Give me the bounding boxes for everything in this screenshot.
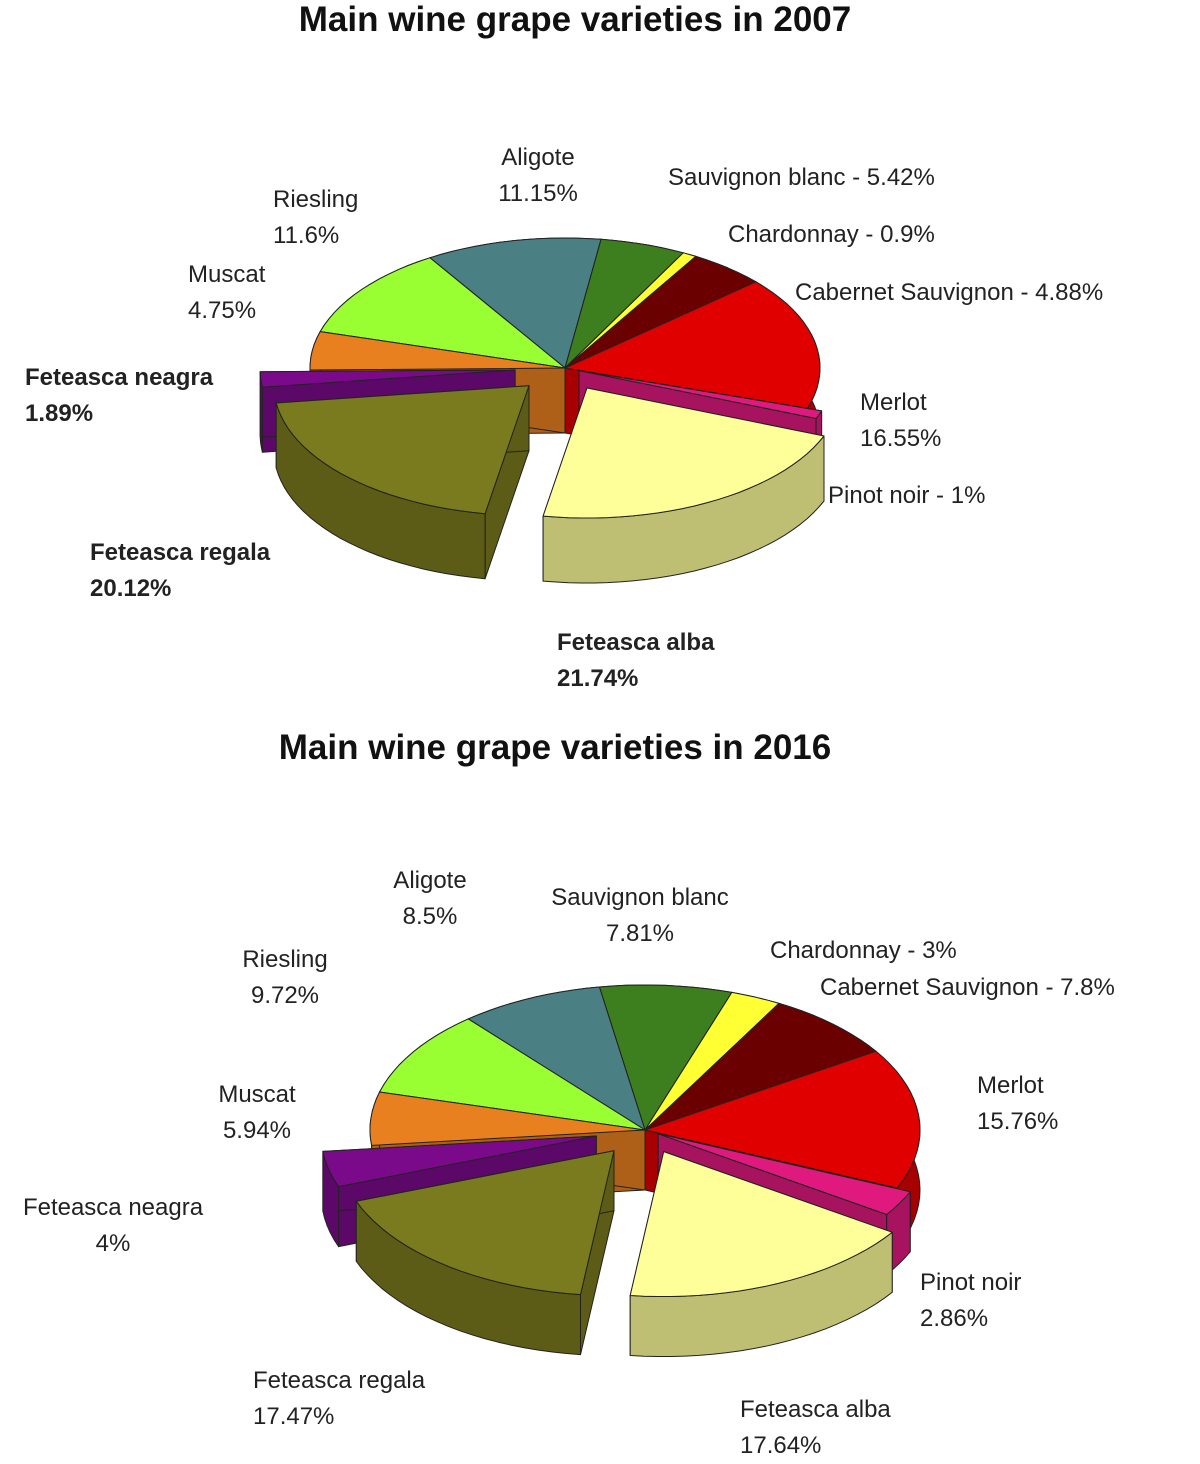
slice-top	[542, 387, 825, 519]
slice-top	[429, 237, 602, 369]
data-label: Cabernet Sauvignon - 4.88%	[795, 279, 1104, 306]
data-label: Aligote 8.5%	[393, 867, 467, 930]
pie-slice	[275, 385, 530, 580]
slice-top	[467, 986, 646, 1131]
data-label: Sauvignon blanc - 5.42%	[668, 164, 935, 191]
data-label: Feteasca alba 17.64%	[740, 1396, 891, 1459]
slice-top	[564, 238, 684, 369]
slice-top	[598, 984, 733, 1131]
slice-top	[657, 1133, 911, 1215]
data-label: Feteasca regala 20.12%	[90, 539, 271, 602]
slice-top	[379, 1018, 646, 1131]
slice-top	[629, 1151, 893, 1297]
data-label: Sauvignon blanc 7.81%	[551, 884, 729, 947]
slice-top	[644, 1002, 877, 1131]
slice-top	[322, 1135, 597, 1188]
slice-top	[355, 1150, 615, 1296]
pie-slice	[542, 387, 825, 584]
pie-slice	[629, 1151, 893, 1357]
slice-top	[369, 1091, 646, 1146]
slice-top	[564, 281, 821, 409]
data-label: Merlot 15.76%	[977, 1072, 1059, 1135]
data-label: Muscat 4.75%	[188, 261, 266, 324]
data-label: Pinot noir 2.86%	[920, 1269, 1022, 1332]
data-label: Riesling 9.72%	[242, 946, 328, 1009]
slice-top	[259, 369, 516, 388]
data-label: Muscat 5.94%	[218, 1081, 296, 1144]
data-label: Aligote 11.15%	[498, 144, 578, 207]
slice-top	[309, 331, 566, 371]
data-label: Feteasca alba 21.74%	[557, 629, 715, 692]
data-label: Merlot 16.55%	[860, 389, 942, 452]
pie-slice	[355, 1150, 615, 1356]
data-label: Cabernet Sauvignon - 7.8%	[820, 974, 1115, 1001]
data-label: Chardonnay - 0.9%	[728, 221, 935, 248]
slice-top	[275, 385, 530, 515]
slice-top	[644, 1050, 921, 1189]
slice-top	[564, 255, 757, 369]
data-label: Feteasca regala 17.47%	[253, 1367, 426, 1430]
chart-title: Main wine grape varieties in 2007	[298, 0, 852, 39]
data-label: Feteasca neagra 4%	[22, 1194, 204, 1257]
data-label: Chardonnay - 3%	[770, 937, 957, 964]
data-label: Pinot noir - 1%	[828, 482, 986, 509]
slice-top	[578, 370, 823, 419]
data-label: Riesling 11.6%	[273, 186, 359, 249]
data-label: Feteasca neagra 1.89%	[25, 364, 214, 427]
chart-title: Main wine grape varieties in 2016	[278, 728, 832, 767]
